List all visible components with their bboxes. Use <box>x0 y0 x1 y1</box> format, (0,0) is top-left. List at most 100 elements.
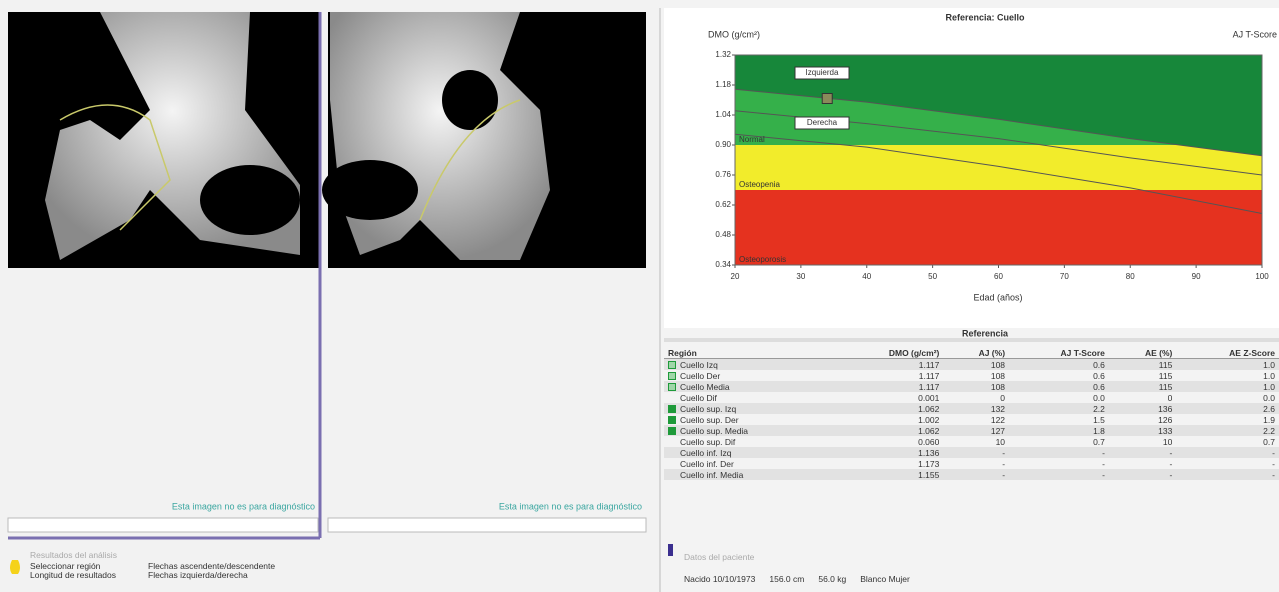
cell-text: 126 <box>1158 415 1172 425</box>
region-icon <box>668 460 676 468</box>
y-tick-label: 0.62 <box>715 200 731 209</box>
table-cell: Cuello inf. Media <box>664 469 832 480</box>
disclaimer: Esta imagen no es para diagnóstico <box>172 501 315 511</box>
y-tick-label: 1.32 <box>715 50 731 59</box>
table-cell: 1.117 <box>832 359 944 371</box>
table-cell: 1.002 <box>832 414 944 425</box>
cell-text: 0.6 <box>1093 371 1105 381</box>
cell-text: 10 <box>1163 437 1172 447</box>
table-cell: 108 <box>943 381 1009 392</box>
table-cell: 115 <box>1109 381 1176 392</box>
cell-text: 1.117 <box>919 371 940 381</box>
cell-text: 2.2 <box>1093 404 1105 414</box>
patient-field: Nacido 10/10/1973 <box>684 574 755 584</box>
table-cell: 1.155 <box>832 469 944 480</box>
table-row: Cuello inf. Der1.173---- <box>664 458 1279 469</box>
table-cell: - <box>1109 469 1176 480</box>
x-tick-label: 90 <box>1192 272 1201 281</box>
cell-text: 10 <box>996 437 1005 447</box>
column-header: AE Z-Score <box>1176 330 1279 359</box>
table-cell: 115 <box>1109 370 1176 381</box>
table-cell: 2.2 <box>1009 403 1109 414</box>
table-cell: Cuello sup. Der <box>664 414 832 425</box>
table-cell: 0.7 <box>1176 436 1279 447</box>
table-cell: 1.117 <box>832 370 944 381</box>
patient-heading: Datos del paciente <box>684 552 754 562</box>
table-cell: 0 <box>943 392 1009 403</box>
table-cell: - <box>1009 469 1109 480</box>
table-row: Cuello sup. Dif0.060100.7100.7 <box>664 436 1279 447</box>
table-cell: - <box>943 458 1009 469</box>
column-header: AJ T-Score <box>1009 330 1109 359</box>
canvas: Esta imagen no es para diagnóstico Esta … <box>0 0 1279 592</box>
cell-text: - <box>1272 470 1275 480</box>
table-cell: 133 <box>1109 425 1176 436</box>
table-row: Cuello sup. Media1.0621271.81332.2 <box>664 425 1279 436</box>
cell-text: 108 <box>991 382 1005 392</box>
table-cell: 122 <box>943 414 1009 425</box>
table-cell: Cuello Media <box>664 381 832 392</box>
cell-text: 1.117 <box>919 360 940 370</box>
cell-text: Cuello sup. Der <box>680 415 739 425</box>
patient-field: 156.0 cm <box>769 574 804 584</box>
cell-text: 0.6 <box>1093 382 1105 392</box>
cell-text: 1.5 <box>1093 415 1105 425</box>
table-row: Cuello sup. Der 1.002 122 1.5 126 1.9 <box>664 414 1279 425</box>
cell-text: 1.002 <box>918 415 939 425</box>
y-tick-label: 1.18 <box>715 80 731 89</box>
table-cell: 1.9 <box>1176 414 1279 425</box>
cell-text: Cuello sup. Media <box>680 426 748 436</box>
cell-text: - <box>1002 459 1005 469</box>
band-label: Normal <box>739 135 765 144</box>
cell-text: Cuello sup. Dif <box>680 437 735 447</box>
cell-text: Cuello Izq <box>680 360 718 370</box>
cell-text: 0.001 <box>918 393 939 403</box>
x-tick-label: 60 <box>994 272 1003 281</box>
cell-text: 115 <box>1159 360 1173 370</box>
band-label: Osteopenia <box>739 180 780 189</box>
y-tick-label: 0.48 <box>715 230 731 239</box>
table-cell: 1.117 <box>832 381 944 392</box>
y-axis-label: DMO (g/cm²) <box>708 29 760 39</box>
patient-field: 56.0 kg <box>818 574 846 584</box>
x-tick-label: 50 <box>928 272 937 281</box>
column-header: DMO (g/cm²) <box>832 330 944 359</box>
table-cell: 10 <box>943 436 1009 447</box>
cell-text: 2.6 <box>1263 404 1275 414</box>
table-cell: - <box>943 469 1009 480</box>
cell-text: 0.6 <box>1093 360 1105 370</box>
table-row: Cuello Izq1.1171080.61151.0 <box>664 359 1279 371</box>
table-cell: - <box>1009 447 1109 458</box>
region-icon <box>668 449 676 457</box>
x-tick-label: 40 <box>862 272 871 281</box>
table-cell: - <box>1109 458 1176 469</box>
x-axis-label: Edad (años) <box>973 292 1022 302</box>
cell-text: 0 <box>1000 393 1005 403</box>
table-cell: 1.062 <box>832 425 944 436</box>
table-cell: Cuello inf. Izq <box>664 447 832 458</box>
table-cell: Cuello Dif <box>664 392 832 403</box>
cell-text: 1.155 <box>918 470 939 480</box>
cell-text: - <box>1002 470 1005 480</box>
cell-text: Cuello sup. Izq <box>680 404 736 414</box>
table-cell: 108 <box>943 370 1009 381</box>
cell-text: 1.9 <box>1263 415 1275 425</box>
table-cell: 1.173 <box>832 458 944 469</box>
table-cell: 1.062 <box>832 403 944 414</box>
region-icon <box>668 471 676 479</box>
column-header: Región <box>664 330 832 359</box>
cell-text: Cuello inf. Der <box>680 459 734 469</box>
plot-area <box>735 55 1262 265</box>
y-tick-label: 0.76 <box>715 170 731 179</box>
table-cell: 1.5 <box>1009 414 1109 425</box>
shortcut-action: Longitud de resultados <box>30 571 148 580</box>
table-cell: Cuello sup. Media <box>664 425 832 436</box>
band-label: Osteoporosis <box>739 255 786 264</box>
table-cell: 1.0 <box>1176 381 1279 392</box>
cell-text: 0.0 <box>1093 393 1105 403</box>
table-cell: 1.0 <box>1176 370 1279 381</box>
